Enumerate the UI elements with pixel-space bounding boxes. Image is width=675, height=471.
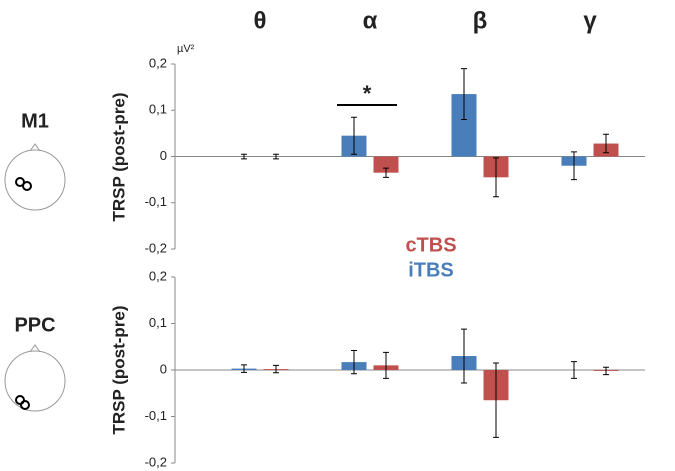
error-bar — [351, 349, 357, 375]
y-axis-label: TRSP (post-pre) — [109, 92, 128, 221]
error-bar — [603, 133, 609, 154]
error-bar — [461, 328, 467, 384]
error-bar — [351, 116, 357, 155]
panel-label: M1 — [21, 110, 49, 132]
y-tick-label: 0,1 — [149, 102, 167, 117]
y-tick-label: 0 — [160, 361, 167, 376]
y-tick-label: 0,1 — [149, 315, 167, 330]
error-bar — [571, 361, 577, 379]
y-tick-label: -0,2 — [145, 454, 167, 469]
y-tick-label: -0,1 — [145, 194, 167, 209]
head-icon-m1 — [4, 143, 66, 211]
unit-label: µV² — [177, 43, 195, 55]
category-label: γ — [583, 7, 597, 34]
y-tick-label: 0,2 — [149, 55, 167, 70]
error-bar — [273, 153, 279, 160]
category-label: θ — [254, 7, 267, 34]
y-tick-label: -0,1 — [145, 408, 167, 423]
category-label: β — [473, 7, 488, 34]
error-bar — [241, 364, 247, 373]
panel-label: PPC — [14, 314, 55, 336]
legend-label: cTBS — [405, 234, 456, 256]
error-bar — [461, 68, 467, 120]
y-tick-label: 0 — [160, 148, 167, 163]
significance-marker: * — [363, 81, 372, 106]
error-bar — [383, 167, 389, 178]
error-bar — [241, 153, 247, 160]
y-tick-label: -0,2 — [145, 240, 167, 255]
head-icon-ppc — [4, 344, 66, 412]
error-bar — [603, 366, 609, 376]
bar — [373, 156, 399, 173]
error-bar — [493, 362, 499, 438]
error-bar — [273, 364, 279, 374]
error-bar — [493, 157, 499, 198]
y-tick-label: 0,2 — [149, 268, 167, 283]
error-bar — [383, 351, 389, 379]
y-axis-label: TRSP (post-pre) — [109, 305, 128, 434]
legend-label: iTBS — [408, 259, 454, 281]
category-label: α — [363, 7, 378, 34]
error-bar — [571, 151, 577, 181]
